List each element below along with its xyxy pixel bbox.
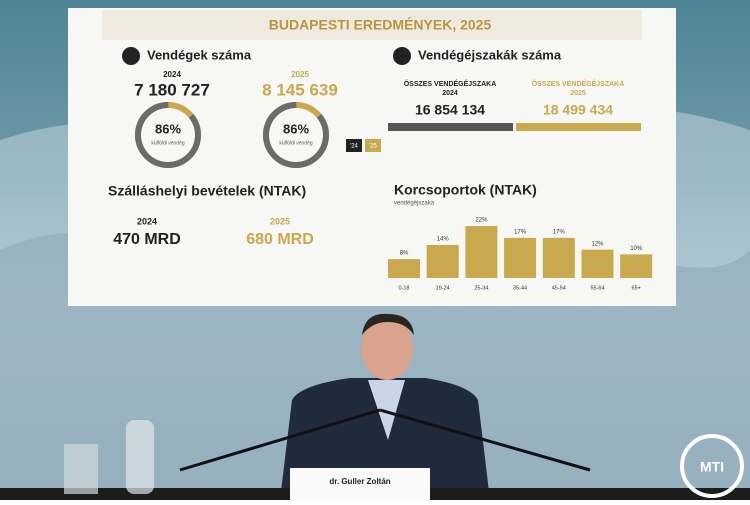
glass: [64, 444, 98, 494]
year-label: 2025: [270, 216, 290, 226]
big-number: 16 854 134: [415, 102, 485, 118]
bar-value-label: 8%: [400, 251, 409, 257]
year-label: 2025: [291, 70, 309, 79]
bar-value-label: 12%: [591, 241, 604, 247]
legend-swatch: [346, 139, 362, 152]
icon: [122, 47, 140, 65]
slide-header: [102, 10, 642, 40]
category-label: 45-54: [552, 285, 566, 291]
donut-caption: külföldi vendég: [279, 140, 313, 146]
bar: [516, 123, 641, 131]
donut-caption: külföldi vendég: [151, 140, 185, 146]
bar-value-label: 14%: [437, 237, 450, 243]
slide-title: BUDAPESTI EREDMÉNYEK, 2025: [269, 17, 492, 33]
section-heading: Vendégek száma: [147, 47, 252, 62]
watermark: MTI: [700, 459, 724, 475]
section-heading: Korcsoportok (NTAK): [394, 182, 537, 198]
section-heading: Szálláshelyi bevételek (NTAK): [108, 183, 306, 199]
bar: [388, 123, 513, 131]
category-label: 55-64: [590, 285, 604, 291]
donut-label: 86%: [283, 121, 309, 136]
speaker-shirt: [368, 380, 405, 440]
bar-value-label: 17%: [553, 229, 566, 235]
category-label: 19-24: [436, 285, 450, 291]
big-number: 18 499 434: [543, 102, 613, 118]
year-label: 2024: [163, 70, 181, 79]
donut-share: [135, 102, 201, 168]
category-label: 25-34: [474, 285, 488, 291]
big-number: 470 MRD: [113, 231, 181, 248]
nameplate-text: dr. Guller Zoltán: [329, 477, 390, 486]
section-heading: Vendégéjszakák száma: [418, 47, 562, 62]
kpi-label: ÖSSZES VENDÉGÉJSZAKA: [404, 79, 497, 88]
chart-subtitle: vendégéjszaka: [394, 201, 435, 207]
bar-value-label: 22%: [475, 218, 488, 224]
kpi-label: ÖSSZES VENDÉGÉJSZAKA: [532, 79, 625, 88]
legend-label: '25: [369, 144, 377, 150]
icon: [393, 47, 411, 65]
legend-swatch: [365, 139, 381, 152]
donut-label: 86%: [155, 121, 181, 136]
bar: [581, 249, 614, 278]
category-label: 65+: [632, 285, 641, 291]
microphone: [179, 408, 381, 472]
category-label: 35-44: [513, 285, 527, 291]
speaker-head: [361, 316, 413, 380]
big-number: 7 180 727: [134, 80, 210, 99]
microphone: [379, 408, 591, 472]
category-label: 0-18: [398, 285, 409, 291]
legend-label: '24: [350, 144, 358, 150]
bar: [504, 237, 537, 278]
nameplate: [290, 468, 430, 500]
bar: [620, 254, 653, 278]
year-label: 2024: [137, 216, 157, 226]
year-label: 2025: [570, 90, 586, 97]
bar: [426, 244, 459, 278]
bar: [542, 237, 575, 278]
bar-value-label: 10%: [630, 246, 643, 252]
bar-value-label: 17%: [514, 229, 527, 235]
bottle: [126, 420, 154, 494]
big-number: 8 145 639: [262, 80, 338, 99]
speaker-hair: [362, 313, 414, 335]
bar: [388, 259, 420, 278]
logo-ring: [680, 434, 744, 498]
donut-share: [263, 102, 329, 168]
year-label: 2024: [442, 90, 458, 97]
big-number: 680 MRD: [246, 231, 314, 248]
bar: [465, 226, 498, 278]
